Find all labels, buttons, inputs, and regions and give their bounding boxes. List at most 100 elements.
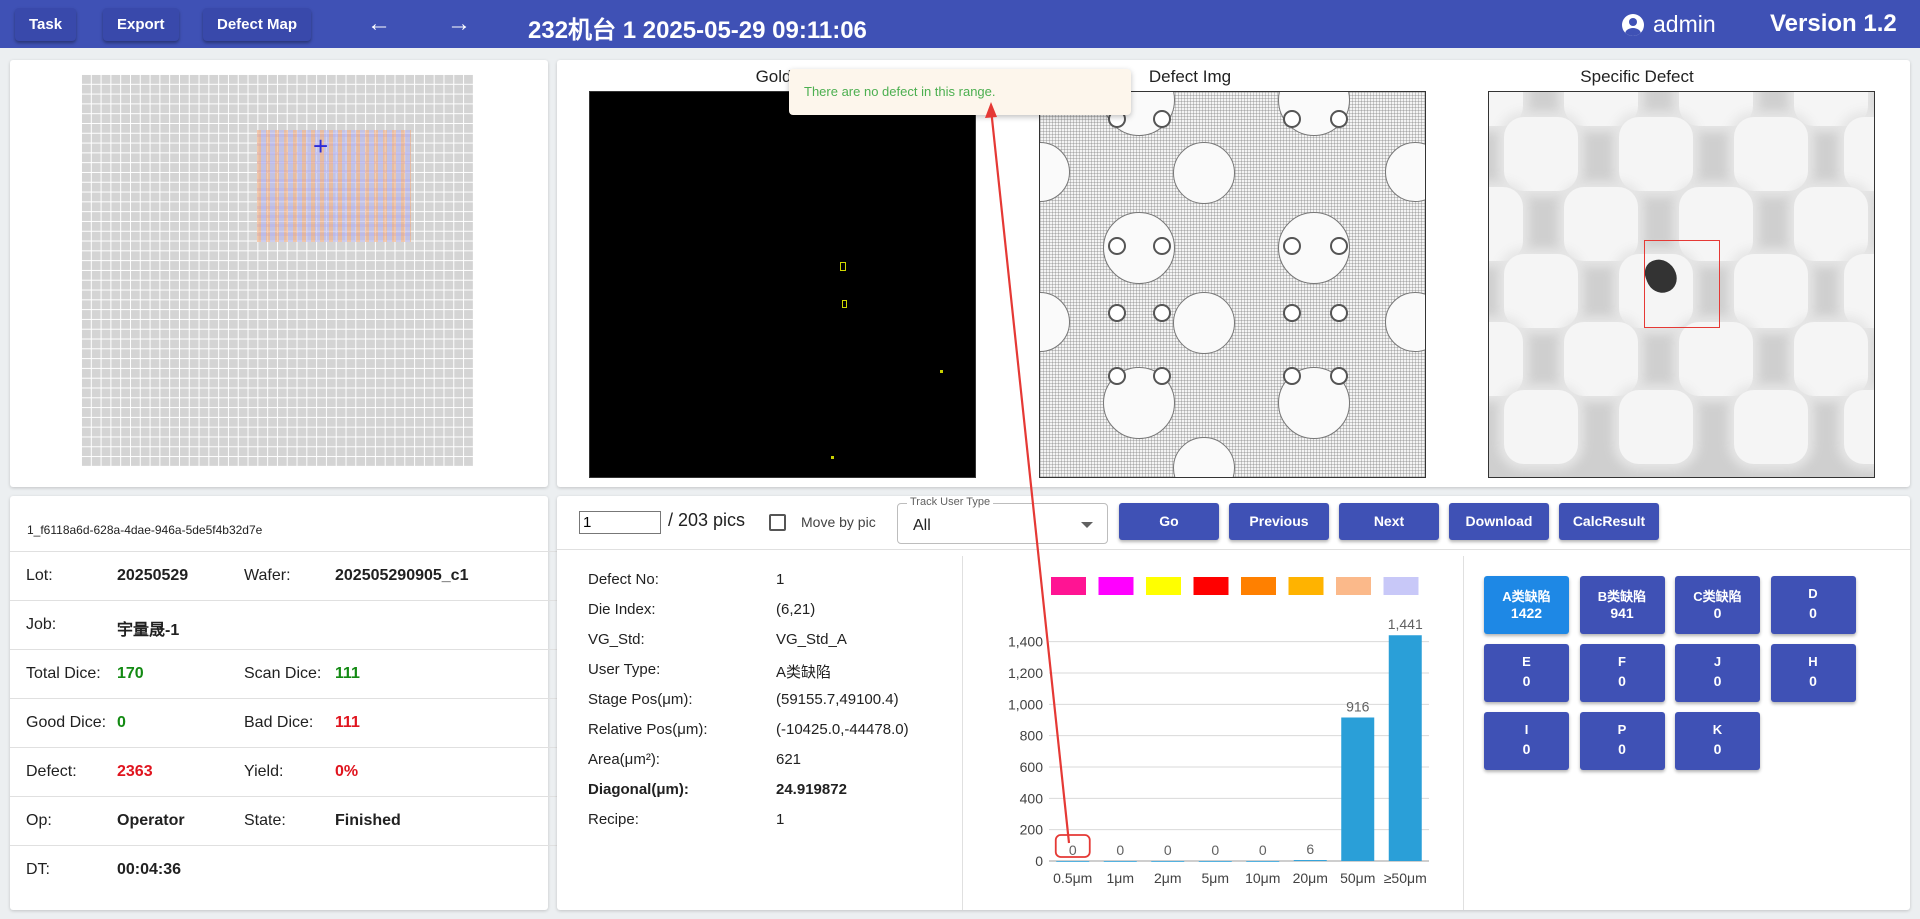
go-button[interactable]: Go — [1119, 503, 1219, 540]
defect-label: Defect: — [26, 763, 77, 780]
move-by-pic-label[interactable]: Move by pic — [801, 514, 876, 530]
pattern-cell — [1564, 322, 1638, 396]
y-tick-label: 400 — [1020, 790, 1044, 806]
legend-swatch[interactable] — [1336, 577, 1371, 595]
export-button[interactable]: Export — [103, 8, 179, 41]
info-row-job: Job: 宇量晟-1 — [10, 600, 559, 649]
defect-type-button[interactable]: A类缺陷 1422 — [1484, 576, 1569, 634]
detail-label: Stage Pos(μm): — [588, 691, 693, 708]
next-button[interactable]: Next — [1339, 503, 1439, 540]
pad — [1330, 110, 1348, 128]
x-tick-label: 2μm — [1154, 870, 1182, 886]
bar[interactable] — [1056, 861, 1090, 862]
defect-type-name: A类缺陷 — [1502, 589, 1551, 604]
bar[interactable] — [1103, 861, 1137, 862]
pic-index-input[interactable] — [579, 511, 661, 534]
x-tick-label: 0.5μm — [1053, 870, 1092, 886]
defect-type-name: B类缺陷 — [1597, 589, 1647, 604]
arrow-right-icon[interactable]: → — [447, 10, 471, 37]
total-dice-label: Total Dice: — [26, 665, 101, 682]
bar-value-label: 916 — [1346, 698, 1370, 714]
info-row-dice: Total Dice: 170 Scan Dice: 111 — [10, 649, 559, 698]
y-tick-label: 0 — [1035, 853, 1043, 869]
scan-dice-label: Scan Dice: — [244, 665, 322, 682]
task-button[interactable]: Task — [15, 8, 77, 41]
pad — [1040, 292, 1070, 352]
track-user-type-label: Track User Type — [907, 496, 994, 508]
pattern-cell — [1794, 322, 1868, 396]
defect-type-button[interactable]: B类缺陷 941 — [1579, 576, 1665, 634]
golden-image[interactable] — [589, 91, 976, 478]
defect-image[interactable] — [1039, 91, 1426, 478]
bar[interactable] — [1341, 717, 1375, 861]
pattern-cell — [1734, 254, 1808, 328]
legend-swatch[interactable] — [1051, 577, 1086, 595]
pad — [1283, 237, 1301, 255]
calc-result-button[interactable]: CalcResult — [1559, 503, 1659, 540]
defect-map-button[interactable]: Defect Map — [203, 8, 312, 41]
defect-size-chart: 02004006008001,0001,2001,40000.5μm01μm02… — [1008, 577, 1429, 886]
info-row-lot: Lot: 20250529 Wafer: 202505290905_c1 — [10, 551, 559, 600]
defect-type-count: 0 — [1522, 673, 1531, 689]
legend-swatch[interactable] — [1383, 577, 1419, 595]
y-tick-label: 1,000 — [1008, 696, 1043, 712]
detail-label: Relative Pos(μm): — [588, 721, 708, 738]
legend-swatch[interactable] — [1241, 577, 1276, 595]
user-menu[interactable]: admin — [1622, 11, 1716, 38]
specific-defect-image[interactable] — [1488, 91, 1875, 478]
bar-value-label: 6 — [1306, 841, 1314, 857]
golden-dot — [940, 370, 943, 373]
bar[interactable] — [1293, 860, 1327, 861]
track-user-type-select[interactable]: Track User Type All — [897, 496, 1108, 544]
bar[interactable] — [1388, 635, 1422, 861]
arrow-left-icon[interactable]: ← — [367, 10, 391, 37]
annotation-highlight-box — [1054, 834, 1091, 858]
pattern-cell — [1734, 117, 1808, 191]
pad — [1153, 304, 1171, 322]
defect-type-count: 941 — [1610, 605, 1634, 621]
pattern-cell — [1844, 117, 1874, 191]
bar[interactable] — [1198, 861, 1232, 862]
defect-type-button[interactable]: C类缺陷 0 — [1675, 576, 1760, 634]
bar-value-label: 0 — [1259, 842, 1267, 858]
pad — [1385, 292, 1425, 352]
pad — [1153, 110, 1171, 128]
bar[interactable] — [1151, 861, 1185, 862]
x-tick-label: 20μm — [1293, 870, 1328, 886]
golden-mark — [840, 262, 846, 271]
good-dice-value: 0 — [117, 714, 126, 731]
y-tick-label: 1,400 — [1008, 634, 1043, 650]
bar-value-label: 0 — [1069, 842, 1077, 858]
wafer-map-panel: + — [10, 60, 548, 487]
detail-label: Diagonal(μm): — [588, 781, 689, 798]
move-by-pic-checkbox[interactable] — [769, 514, 786, 531]
bar-value-label: 0 — [1116, 842, 1124, 858]
previous-button[interactable]: Previous — [1229, 503, 1329, 540]
account-icon — [1622, 13, 1644, 36]
wafer-map[interactable]: + — [81, 74, 473, 466]
info-row-defect: Defect: 2363 Yield: 0% — [10, 747, 559, 796]
info-row-good-bad: Good Dice: 0 Bad Dice: 111 — [10, 698, 559, 747]
legend-swatch[interactable] — [1146, 577, 1181, 595]
legend-swatch[interactable] — [1193, 577, 1229, 595]
legend-swatch[interactable] — [1098, 577, 1134, 595]
total-dice-value: 170 — [117, 665, 144, 682]
job-label: Job: — [26, 616, 57, 633]
defect-type-name: H — [1808, 654, 1818, 669]
bar[interactable] — [1246, 861, 1280, 862]
download-button[interactable]: Download — [1449, 503, 1549, 540]
pad — [1330, 367, 1348, 385]
pattern-cell — [1679, 187, 1753, 261]
legend-swatch[interactable] — [1288, 577, 1324, 595]
wafer-id: 1_f6118a6d-628a-4dae-946a-5de5f4b32d7e — [27, 523, 263, 537]
wafer-value: 202505290905_c1 — [335, 567, 469, 584]
defect-type-count: 0 — [1522, 741, 1531, 757]
